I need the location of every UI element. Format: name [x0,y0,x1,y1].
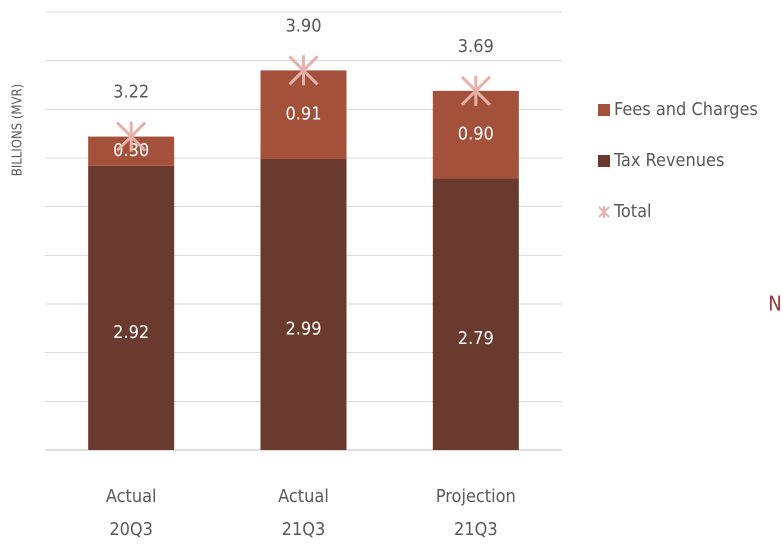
x-tick-label: 21Q3 [282,519,326,540]
data-label: 2.99 [285,318,321,339]
legend-marker [598,206,610,218]
legend-swatch [598,155,610,167]
x-tick-label: Actual [278,486,329,507]
y-tick-label: 2 [33,248,40,262]
y-tick-label: 4 [33,53,40,67]
y-tick-label: 0.5 [23,394,40,408]
y-tick-label: 4.5 [23,5,40,19]
data-label: 3.69 [458,36,494,57]
x-tick-label: 21Q3 [454,519,498,540]
y-tick-label: 1.5 [23,297,40,311]
bar-segment [88,165,175,450]
data-label: 0.91 [285,104,321,125]
bar-segment [260,158,347,450]
data-label: 2.92 [113,322,149,343]
bar-segment [432,178,519,450]
y-tick-label: 0 [33,443,40,457]
legend-label: Tax Revenues [613,150,724,171]
y-tick-label: 3.5 [23,102,40,116]
data-label: 0.90 [458,124,494,145]
y-tick-label: 1 [33,345,40,359]
legend-label: Fees and Charges [614,99,758,120]
total-marker [116,121,147,152]
x-tick-label: 20Q3 [109,519,153,540]
y-axis-label: BILLIONS (MVR) [11,84,26,176]
data-label: 3.90 [285,15,321,36]
x-tick-label: Projection [436,486,516,507]
y-tick-label: 3 [33,151,40,165]
legend-swatch [598,104,610,116]
total-marker [460,75,491,106]
legend-label: Total [613,201,652,222]
x-tick-label: Actual [106,486,157,507]
y-tick-label: 2.5 [23,199,40,213]
total-marker [288,55,319,86]
data-label: 3.22 [113,82,149,103]
data-label: 2.79 [458,328,494,349]
annotation: N [768,292,781,316]
